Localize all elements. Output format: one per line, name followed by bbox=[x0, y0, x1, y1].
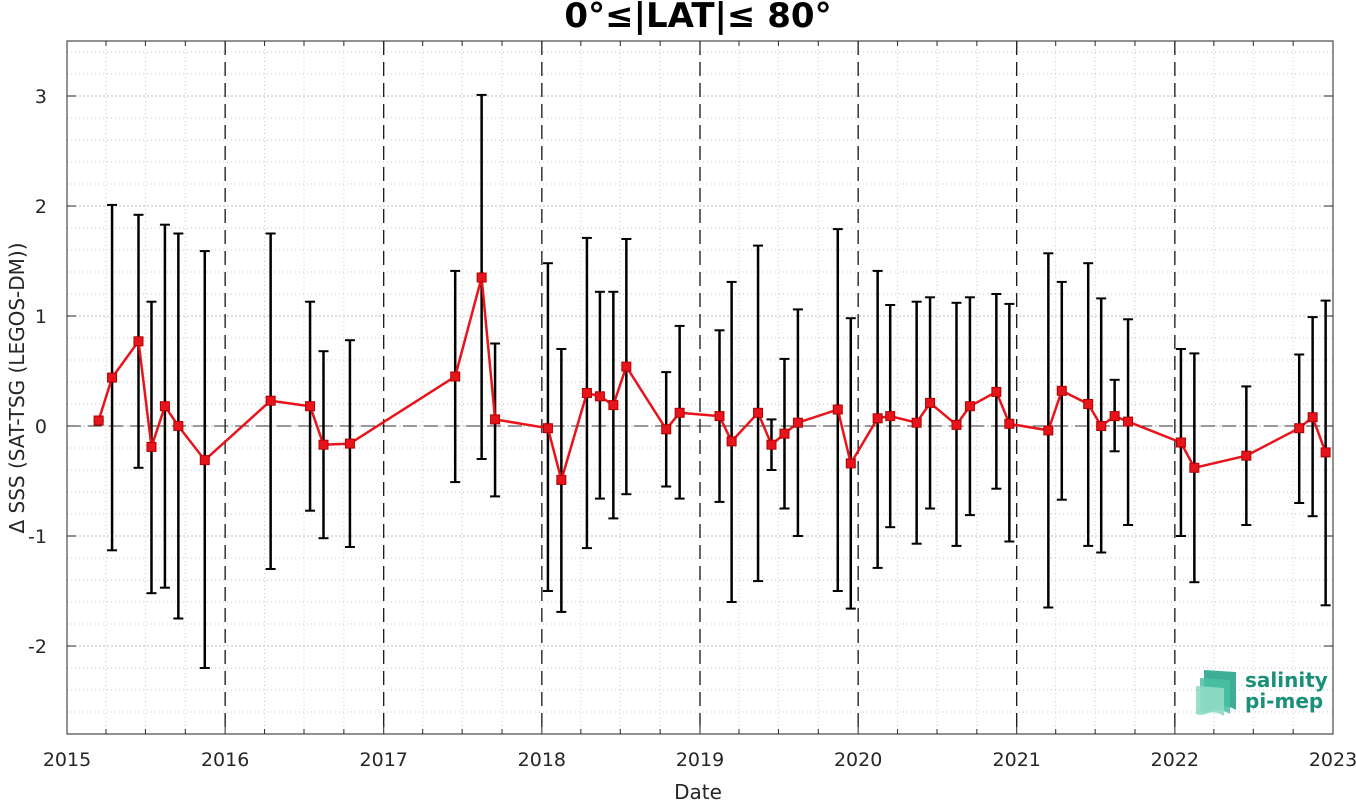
data-point bbox=[594, 391, 605, 402]
data-point bbox=[779, 428, 790, 439]
y-tick-label: 1 bbox=[35, 306, 47, 328]
series-line-layer bbox=[97, 276, 1327, 482]
y-tick-label: 2 bbox=[35, 196, 47, 218]
data-point bbox=[1043, 425, 1054, 436]
logo-text-pimep: pi-mep bbox=[1245, 689, 1323, 713]
data-point bbox=[199, 455, 210, 466]
data-point bbox=[872, 413, 883, 424]
data-point bbox=[714, 411, 725, 422]
data-point bbox=[146, 441, 157, 452]
data-point bbox=[925, 397, 936, 408]
data-point bbox=[608, 400, 619, 411]
y-axis-label: Δ SSS (SAT-TSG (LEGOS-DM)) bbox=[5, 242, 29, 533]
data-point bbox=[911, 417, 922, 428]
data-point bbox=[661, 424, 672, 435]
y-tick-label: 3 bbox=[35, 86, 47, 108]
data-point bbox=[1175, 437, 1186, 448]
y-tick-label: -1 bbox=[28, 526, 47, 548]
data-point bbox=[964, 401, 975, 412]
x-tick-label: 2016 bbox=[201, 749, 249, 771]
data-point bbox=[991, 386, 1002, 397]
x-tick-label: 2019 bbox=[676, 749, 724, 771]
data-point bbox=[133, 336, 144, 347]
data-point bbox=[490, 414, 501, 425]
data-point bbox=[753, 407, 764, 418]
data-point bbox=[318, 439, 329, 450]
data-point bbox=[621, 361, 632, 372]
data-point bbox=[1241, 450, 1252, 461]
data-point bbox=[1004, 418, 1015, 429]
x-tick-label: 2021 bbox=[993, 749, 1041, 771]
data-point bbox=[1056, 385, 1067, 396]
data-point bbox=[556, 474, 567, 485]
logo-text-salinity: salinity bbox=[1245, 668, 1328, 692]
data-point bbox=[1109, 411, 1120, 422]
series-line bbox=[97, 276, 1327, 482]
data-point bbox=[766, 439, 777, 450]
marker-layer bbox=[93, 272, 1331, 485]
data-point bbox=[344, 438, 355, 449]
data-point bbox=[832, 404, 843, 415]
data-point bbox=[885, 411, 896, 422]
data-point bbox=[159, 401, 170, 412]
data-point bbox=[1096, 421, 1107, 431]
data-point bbox=[305, 401, 316, 412]
data-point bbox=[1294, 423, 1305, 434]
data-point bbox=[1307, 412, 1318, 423]
x-tick-label: 2022 bbox=[1151, 749, 1199, 771]
x-tick-label: 2023 bbox=[1309, 749, 1356, 771]
x-tick-label: 2018 bbox=[518, 749, 566, 771]
data-point bbox=[1083, 399, 1094, 409]
x-tick-label: 2015 bbox=[43, 749, 91, 771]
x-tick-label: 2017 bbox=[360, 749, 408, 771]
data-point bbox=[476, 272, 487, 283]
salinity-pimep-logo: salinity pi-mep bbox=[1196, 668, 1328, 716]
chart-title: 0°≤|LAT|≤ 80° bbox=[564, 0, 831, 36]
data-point bbox=[173, 421, 184, 431]
data-point bbox=[845, 458, 856, 469]
data-point bbox=[93, 415, 104, 426]
data-point bbox=[265, 395, 276, 406]
y-tick-label: 0 bbox=[35, 416, 47, 438]
y-tick-label: -2 bbox=[28, 636, 47, 658]
data-point bbox=[450, 371, 461, 382]
data-point bbox=[107, 372, 118, 383]
data-point bbox=[951, 419, 962, 430]
data-point bbox=[542, 423, 553, 434]
data-point bbox=[726, 436, 737, 447]
data-point bbox=[792, 417, 803, 428]
year-separator-layer bbox=[67, 41, 1333, 734]
data-point bbox=[1189, 462, 1200, 473]
data-point bbox=[674, 407, 685, 418]
axis-layer bbox=[66, 40, 1334, 735]
error-bar-layer bbox=[93, 93, 1331, 669]
logo-wave-front bbox=[1196, 686, 1224, 716]
x-axis-label: Date bbox=[674, 780, 722, 801]
data-point bbox=[1123, 416, 1134, 427]
data-point bbox=[1320, 447, 1331, 458]
tick-label-layer: -2 -1 0 1 2 3 2015 2016 2017 2018 2019 2020 2021 2022… bbox=[28, 86, 1356, 771]
data-point bbox=[581, 388, 592, 398]
x-tick-label: 2020 bbox=[834, 749, 882, 771]
